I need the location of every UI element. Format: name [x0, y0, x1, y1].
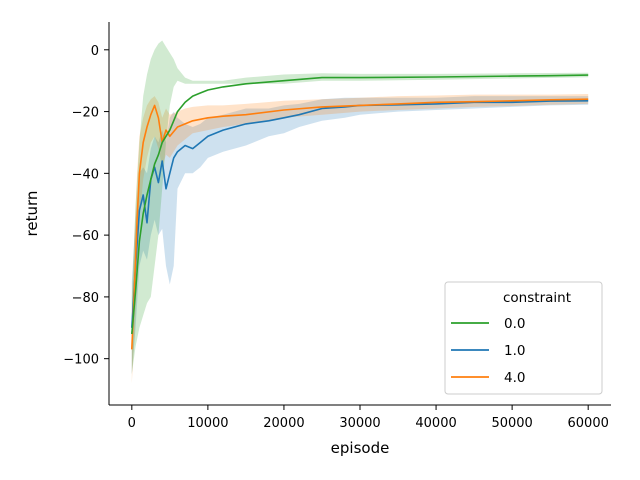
legend-label-0.0: 0.0 [504, 316, 525, 332]
legend: constraint 0.0 1.0 4.0 [444, 281, 603, 395]
x-tick-label: 0 [128, 416, 136, 431]
series-lines [131, 74, 589, 350]
legend-title: constraint [503, 290, 571, 306]
band-series-1.0 [131, 96, 589, 375]
x-tick-label: 40000 [415, 416, 456, 431]
y-tick-label: −40 [72, 167, 99, 182]
x-axis-label: episode [331, 439, 390, 457]
band-series-0.0 [131, 40, 589, 375]
legend-frame [444, 281, 603, 395]
y-ticks: 0 −20 −40 −60 −80 −100 [63, 44, 109, 368]
y-tick-label: −80 [72, 291, 99, 306]
y-tick-label: −60 [72, 229, 99, 244]
y-tick-label: −20 [72, 106, 99, 121]
y-axis-label: return [23, 191, 41, 237]
x-tick-label: 50000 [491, 416, 532, 431]
x-tick-label: 20000 [263, 416, 304, 431]
x-tick-label: 10000 [187, 416, 228, 431]
legend-label-4.0: 4.0 [504, 370, 525, 386]
band-series-4.0 [131, 94, 589, 384]
confidence-bands [131, 40, 589, 384]
y-tick-label: 0 [91, 44, 99, 59]
x-tick-label: 30000 [339, 416, 380, 431]
line-series-4.0 [131, 98, 589, 350]
line-series-0.0 [131, 74, 589, 335]
y-tick-label: −100 [63, 353, 99, 368]
x-tick-label: 60000 [568, 416, 609, 431]
legend-label-1.0: 1.0 [504, 343, 525, 359]
x-ticks: 0 10000 20000 30000 40000 50000 60000 [128, 405, 609, 431]
